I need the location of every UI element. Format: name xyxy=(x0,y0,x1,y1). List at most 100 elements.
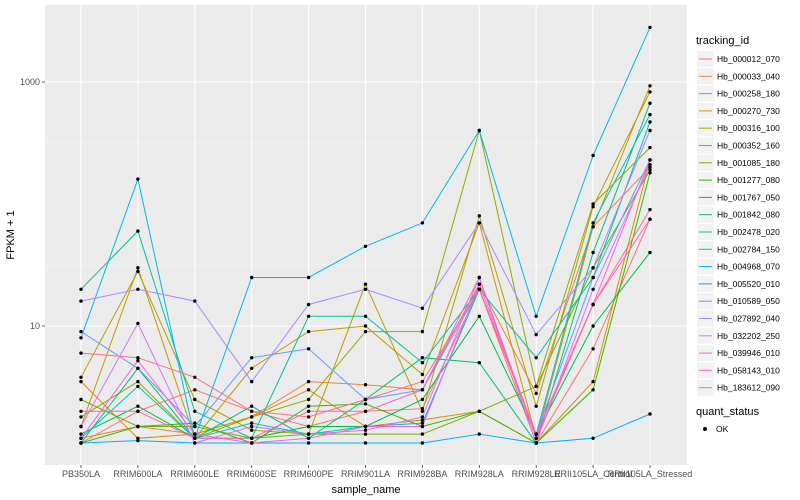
x-tick-label: RRIM600PE xyxy=(284,469,334,479)
data-point-Hb_000270_730-RRIM600LA xyxy=(136,266,140,270)
x-tick-label: RRIM600LE xyxy=(170,469,219,479)
data-point-Hb_004968_070-RRII105LA_Stressed xyxy=(648,25,652,30)
data-point-Hb_001085_180-RRIM928LE xyxy=(534,384,538,389)
data-point-Hb_010589_050-PB350LA xyxy=(79,329,83,334)
data-point-Hb_000270_730-RRIM901LA xyxy=(363,324,368,328)
y-tick-label: 10 xyxy=(30,321,40,331)
x-tick-label: RRIM928LE xyxy=(512,469,561,479)
data-point-Hb_183612_090-RRIM928LE xyxy=(534,432,538,436)
data-point-Hb_000352_160-RRII105LA_Stressed xyxy=(648,145,652,150)
data-point-Hb_001767_050-RRIM928BA xyxy=(420,397,425,402)
data-point-Hb_000012_070-RRII105LA_Control xyxy=(591,347,595,351)
data-point-Hb_058143_010-RRIM600PE xyxy=(306,409,311,413)
data-point-Hb_001767_050-RRIM928LA xyxy=(477,314,481,318)
data-point-Hb_039946_010-RRIM600LE xyxy=(193,432,197,436)
data-point-Hb_001842_080-RRIM928LA xyxy=(477,361,481,365)
data-point-Hb_183612_090-RRIM600LE xyxy=(193,375,197,379)
data-point-Hb_058143_010-RRIM928BA xyxy=(420,388,425,392)
data-point-Hb_039946_010-RRIM600SE xyxy=(250,441,254,445)
data-point-Hb_000033_040-RRII105LA_Stressed xyxy=(648,165,652,169)
data-point-Hb_004968_070-RRIM600LA xyxy=(136,177,140,181)
data-point-Hb_001767_050-RRII105LA_Control xyxy=(591,324,595,328)
data-point-Hb_010589_050-RRIM600LE xyxy=(193,424,197,429)
data-point-Hb_183612_090-RRII105LA_Stressed xyxy=(648,207,652,212)
legend-label-Hb_058143_010: Hb_058143_010 xyxy=(717,365,780,375)
data-point-Hb_027892_040-RRIM928BA xyxy=(420,306,425,310)
legend-label-Hb_000316_100: Hb_000316_100 xyxy=(717,123,780,133)
legend-label-Hb_001767_050: Hb_001767_050 xyxy=(717,192,780,202)
data-point-Hb_005520_010-RRIM600LA xyxy=(136,438,140,443)
legend-label-Hb_004968_070: Hb_004968_070 xyxy=(717,262,780,272)
data-point-Hb_001085_180-PB350LA xyxy=(79,397,83,402)
data-point-Hb_005520_010-PB350LA xyxy=(79,441,83,445)
data-point-Hb_000352_160-RRII105LA_Control xyxy=(591,202,595,206)
data-point-Hb_027892_040-RRIM928LA xyxy=(477,221,481,225)
legend-label-Hb_001842_080: Hb_001842_080 xyxy=(717,210,780,220)
data-point-Hb_004968_070-RRII105LA_Control xyxy=(591,153,595,158)
data-point-Hb_000270_730-RRIM600SE xyxy=(250,366,254,370)
legend-label-Hb_001277_080: Hb_001277_080 xyxy=(717,175,780,185)
data-point-Hb_000270_730-RRII105LA_Stressed xyxy=(648,84,652,88)
data-point-Hb_002784_150-RRII105LA_Control xyxy=(591,221,595,225)
data-point-Hb_032202_250-RRII105LA_Control xyxy=(591,287,595,291)
data-point-Hb_004968_070-PB350LA xyxy=(79,336,83,340)
data-point-Hb_039946_010-RRIM901LA xyxy=(363,424,368,429)
data-point-Hb_183612_090-RRIM600LA xyxy=(136,356,140,360)
data-point-Hb_000352_160-RRIM600PE xyxy=(306,397,311,402)
data-point-Hb_005520_010-RRII105LA_Control xyxy=(591,436,595,440)
data-point-Hb_002478_020-PB350LA xyxy=(79,287,83,291)
data-points xyxy=(79,25,652,445)
data-point-Hb_001842_080-RRII105LA_Control xyxy=(591,250,595,255)
data-point-Hb_001767_050-RRIM600PE xyxy=(306,424,311,429)
data-point-Hb_000270_730-RRII105LA_Control xyxy=(591,225,595,229)
data-point-Hb_183612_090-RRIM600SE xyxy=(250,409,254,413)
legend-label-Hb_039946_010: Hb_039946_010 xyxy=(717,348,780,358)
data-point-Hb_032202_250-RRIM600LE xyxy=(193,441,197,445)
legend-label-Hb_000033_040: Hb_000033_040 xyxy=(717,71,780,81)
data-point-Hb_002478_020-RRIM600PE xyxy=(306,314,311,318)
data-point-Hb_000352_160-PB350LA xyxy=(79,415,83,419)
data-point-Hb_001085_180-RRIM901LA xyxy=(363,432,368,436)
data-point-Hb_032202_250-RRIM600PE xyxy=(306,432,311,436)
data-point-Hb_001277_080-RRIM600LE xyxy=(193,421,197,425)
data-point-Hb_005520_010-RRIM928LA xyxy=(477,432,481,436)
legend-label-Hb_002478_020: Hb_002478_020 xyxy=(717,227,780,237)
data-point-Hb_183612_090-RRIM928BA xyxy=(420,379,425,384)
data-point-Hb_000316_100-RRIM928LA xyxy=(477,214,481,218)
legend-label-Hb_027892_040: Hb_027892_040 xyxy=(717,314,780,324)
data-point-Hb_000258_180-RRIM928BA xyxy=(420,418,425,422)
x-tick-label: RRIM928LA xyxy=(455,469,504,479)
data-point-Hb_000352_160-RRIM928BA xyxy=(420,329,425,334)
data-point-Hb_027892_040-RRII105LA_Control xyxy=(591,266,595,270)
data-point-Hb_000258_180-RRIM600PE xyxy=(306,388,311,392)
y-axis: 10 1000 xyxy=(20,77,45,331)
data-point-Hb_027892_040-RRIM600LE xyxy=(193,299,197,303)
data-point-Hb_005520_010-RRIM901LA xyxy=(363,441,368,445)
data-point-Hb_002478_020-RRIM901LA xyxy=(363,314,368,318)
data-point-Hb_002478_020-RRIM928LE xyxy=(534,356,538,360)
data-point-Hb_058143_010-RRIM600SE xyxy=(250,436,254,440)
data-point-Hb_027892_040-RRIM928LE xyxy=(534,332,538,337)
data-point-Hb_032202_250-PB350LA xyxy=(79,424,83,429)
data-point-Hb_027892_040-RRIM600LA xyxy=(136,287,140,291)
x-tick-label: RRIM600LA xyxy=(113,469,162,479)
legend-title: tracking_id xyxy=(696,35,749,47)
legend-label-Hb_000258_180: Hb_000258_180 xyxy=(717,89,780,99)
data-point-Hb_010589_050-RRIM600PE xyxy=(306,347,311,351)
data-point-Hb_032202_250-RRIM600SE xyxy=(250,424,254,429)
data-point-Hb_000258_180-PB350LA xyxy=(79,379,83,384)
data-point-Hb_058143_010-PB350LA xyxy=(79,409,83,413)
data-point-Hb_000033_040-RRIM600PE xyxy=(306,379,311,384)
data-point-Hb_002784_150-RRIM600LA xyxy=(136,384,140,389)
point-legend-title: quant_status xyxy=(696,406,759,418)
data-point-Hb_000270_730-RRIM600PE xyxy=(306,329,311,334)
data-point-Hb_002784_150-RRIM928BA xyxy=(420,421,425,425)
data-point-Hb_000316_100-RRIM600SE xyxy=(250,428,254,432)
data-point-Hb_000012_070-RRIM928BA xyxy=(420,407,425,411)
data-point-Hb_002478_020-RRIM600LE xyxy=(193,409,197,413)
data-point-Hb_010589_050-RRII105LA_Control xyxy=(591,275,595,280)
data-point-Hb_027892_040-PB350LA xyxy=(79,299,83,303)
data-point-Hb_004968_070-RRIM928LE xyxy=(534,314,538,318)
data-point-Hb_002478_020-RRIM928BA xyxy=(420,361,425,365)
data-point-Hb_027892_040-RRIM600SE xyxy=(250,379,254,384)
